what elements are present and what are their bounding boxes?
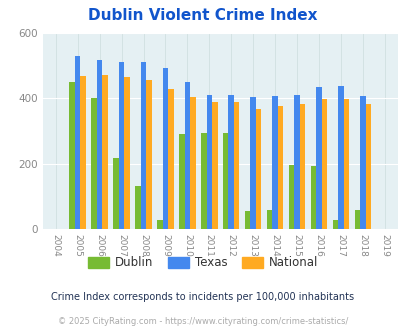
- Bar: [146, 81, 151, 229]
- Bar: [315, 87, 321, 229]
- Bar: [200, 133, 206, 229]
- Bar: [354, 210, 359, 229]
- Bar: [124, 77, 130, 229]
- Bar: [233, 102, 239, 229]
- Bar: [80, 76, 86, 229]
- Bar: [310, 166, 315, 229]
- Bar: [211, 102, 217, 229]
- Bar: [266, 210, 272, 229]
- Bar: [337, 86, 343, 229]
- Bar: [168, 89, 173, 229]
- Bar: [102, 75, 108, 229]
- Text: Crime Index corresponds to incidents per 100,000 inhabitants: Crime Index corresponds to incidents per…: [51, 292, 354, 302]
- Bar: [359, 95, 364, 229]
- Bar: [272, 96, 277, 229]
- Bar: [255, 109, 261, 229]
- Bar: [343, 99, 348, 229]
- Bar: [162, 68, 168, 229]
- Bar: [119, 62, 124, 229]
- Bar: [288, 165, 294, 229]
- Bar: [228, 95, 233, 229]
- Bar: [364, 104, 370, 229]
- Bar: [75, 56, 80, 229]
- Bar: [190, 97, 195, 229]
- Bar: [157, 219, 162, 229]
- Bar: [206, 95, 211, 229]
- Bar: [91, 98, 97, 229]
- Bar: [277, 106, 283, 229]
- Bar: [321, 99, 326, 229]
- Bar: [222, 133, 228, 229]
- Legend: Dublin, Texas, National: Dublin, Texas, National: [83, 252, 322, 274]
- Bar: [299, 104, 305, 229]
- Bar: [113, 158, 119, 229]
- Bar: [184, 82, 190, 229]
- Bar: [97, 60, 102, 229]
- Bar: [69, 82, 75, 229]
- Bar: [294, 94, 299, 229]
- Bar: [244, 211, 250, 229]
- Bar: [141, 62, 146, 229]
- Bar: [179, 134, 184, 229]
- Bar: [250, 97, 255, 229]
- Bar: [332, 220, 337, 229]
- Text: © 2025 CityRating.com - https://www.cityrating.com/crime-statistics/: © 2025 CityRating.com - https://www.city…: [58, 317, 347, 326]
- Text: Dublin Violent Crime Index: Dublin Violent Crime Index: [88, 8, 317, 23]
- Bar: [135, 186, 141, 229]
